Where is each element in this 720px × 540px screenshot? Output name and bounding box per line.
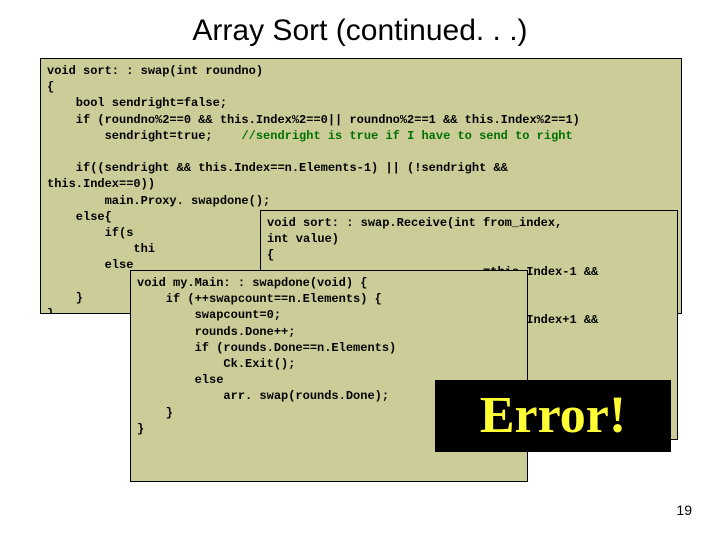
error-label: Error! [435, 380, 671, 452]
slide-title: Array Sort (continued. . .) [0, 0, 720, 56]
page-number: 19 [676, 502, 692, 518]
code1-comment: //sendright is true if I have to send to… [241, 129, 572, 143]
